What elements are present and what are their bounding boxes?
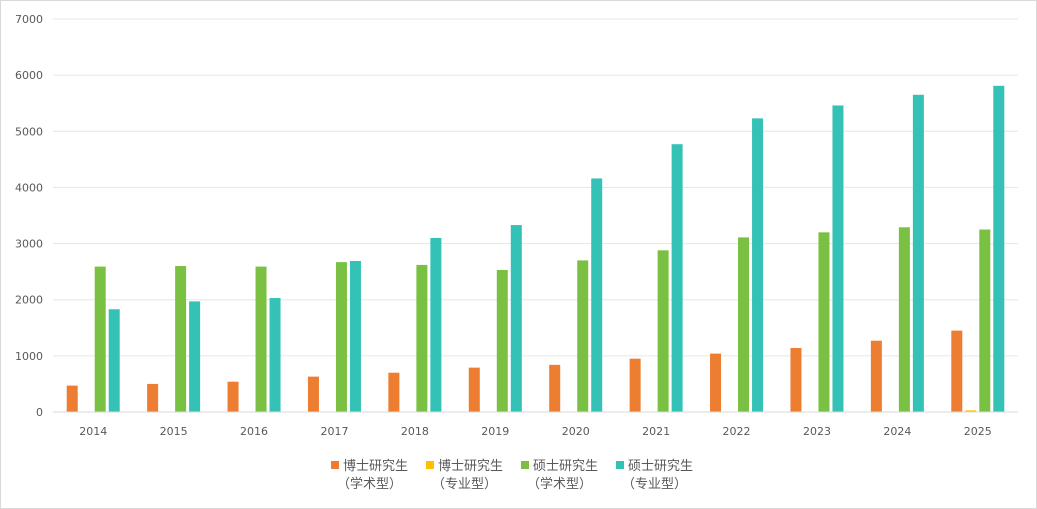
bar-3: [818, 232, 830, 412]
bar-4: [591, 178, 603, 412]
bar-3: [255, 266, 267, 412]
bar-3: [898, 227, 910, 412]
bar-3: [738, 237, 750, 412]
legend-swatch-2: [426, 461, 434, 469]
y-tick-label: 2000: [15, 294, 43, 307]
x-tick-label: 2023: [803, 425, 831, 438]
y-tick-label: 0: [36, 406, 43, 419]
x-tick-label: 2017: [320, 425, 348, 438]
bar-3: [335, 262, 347, 412]
bar-1: [388, 372, 400, 412]
x-tick-label: 2024: [883, 425, 911, 438]
legend-label-line2: （学术型）: [337, 476, 402, 492]
bar-1: [468, 367, 480, 412]
y-axis-ticks: 0 1000 2000 3000 4000 5000 6000 7000: [15, 13, 43, 419]
bar-4: [430, 237, 442, 412]
x-axis-ticks: 2014 2015 2016 2017 2018 2019 2020 2021 2022 2023…: [79, 425, 992, 438]
bar-3: [979, 229, 991, 412]
bar-4: [349, 260, 361, 412]
bar-4: [832, 105, 844, 413]
legend-label-line1: 硕士研究生: [533, 459, 598, 474]
legend-label-line1: 硕士研究生: [628, 459, 693, 474]
legend-label-line2: （专业型）: [622, 477, 687, 492]
legend-swatch-3: [521, 461, 529, 469]
bar-3: [416, 264, 428, 412]
bar-3: [94, 266, 106, 412]
y-tick-label: 1000: [15, 350, 43, 363]
legend-label-line2: （专业型）: [432, 477, 497, 492]
legend-label-line1: 博士研究生: [438, 459, 503, 474]
bar-3: [577, 260, 589, 412]
bar-2: [965, 410, 977, 412]
x-tick-label: 2016: [240, 425, 268, 438]
legend: 博士研究生 （学术型） 博士研究生 （专业型） 硕士研究生 （学术型） 硕士研究生 （专业型）: [331, 459, 693, 492]
legend-swatch-4: [616, 461, 624, 469]
bar-1: [227, 381, 239, 412]
bar-4: [671, 144, 683, 412]
bar-4: [912, 94, 924, 413]
bar-1: [549, 364, 561, 412]
bar-1: [307, 376, 319, 412]
bar-3: [496, 269, 508, 412]
bar-4: [510, 225, 522, 412]
y-tick-label: 7000: [15, 13, 43, 26]
bar-1: [870, 340, 882, 412]
y-tick-label: 3000: [15, 238, 43, 251]
bar-1: [147, 383, 159, 412]
bar-1: [790, 347, 802, 412]
bar-1: [66, 385, 78, 412]
x-tick-label: 2021: [642, 425, 670, 438]
x-tick-label: 2025: [964, 425, 992, 438]
x-tick-label: 2022: [723, 425, 751, 438]
bar-1: [951, 330, 963, 412]
x-tick-label: 2020: [562, 425, 590, 438]
y-tick-label: 5000: [15, 125, 43, 138]
bars: [66, 85, 1005, 413]
bar-1: [629, 358, 641, 412]
x-tick-label: 2014: [79, 425, 107, 438]
y-tick-label: 4000: [15, 181, 43, 194]
gridlines: [53, 18, 1018, 357]
bar-4: [269, 298, 281, 412]
bar-4: [189, 301, 201, 412]
y-tick-label: 6000: [15, 69, 43, 82]
legend-swatch-1: [331, 461, 339, 469]
legend-label-line2: （学术型）: [527, 476, 592, 492]
bar-1: [710, 353, 722, 412]
legend-label-line1: 博士研究生: [343, 459, 408, 474]
bar-4: [993, 85, 1005, 412]
x-tick-label: 2019: [481, 425, 509, 438]
bar-3: [175, 266, 187, 412]
bar-3: [657, 250, 669, 412]
x-tick-label: 2018: [401, 425, 429, 438]
x-tick-label: 2015: [160, 425, 188, 438]
bar-4: [752, 118, 764, 412]
bar-4: [108, 309, 120, 412]
